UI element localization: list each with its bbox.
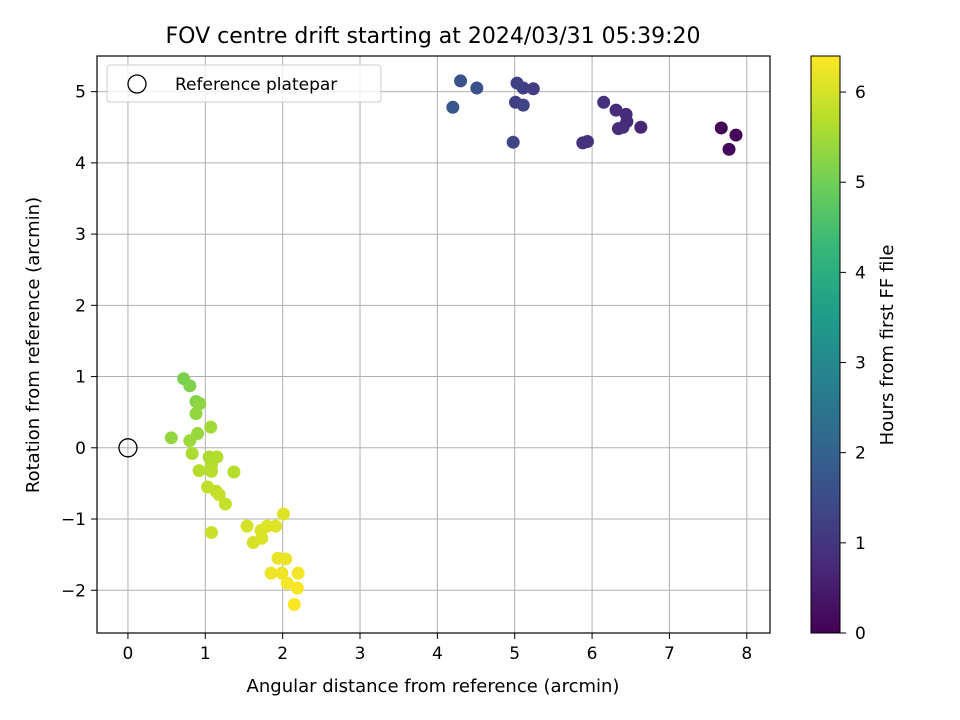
data-point (264, 566, 278, 580)
data-point (164, 431, 178, 445)
data-point (290, 581, 304, 595)
data-point (470, 81, 484, 95)
data-point (287, 598, 301, 612)
y-tick-label: 3 (75, 225, 86, 245)
colorbar-tick-label: 5 (855, 173, 866, 193)
data-point (183, 434, 197, 448)
data-point (609, 103, 623, 117)
data-point (722, 142, 736, 156)
data-points (164, 74, 743, 612)
x-axis-label: Angular distance from reference (arcmin) (247, 676, 620, 697)
colorbar (810, 55, 841, 634)
data-point (240, 519, 254, 533)
y-tick-label: 2 (75, 296, 86, 316)
data-point (634, 120, 648, 134)
data-point (227, 465, 241, 479)
plot-frame (96, 55, 771, 634)
data-point (275, 566, 289, 580)
data-point (454, 74, 468, 88)
data-point (506, 135, 520, 149)
grid (97, 56, 770, 633)
x-tick-label: 0 (123, 644, 134, 664)
data-point (269, 519, 283, 533)
data-point (212, 488, 226, 502)
data-point (189, 407, 203, 421)
data-point (255, 531, 269, 545)
data-point (279, 552, 293, 566)
data-point (193, 397, 207, 411)
legend-box (106, 64, 382, 103)
data-point (611, 122, 625, 136)
y-tick-label: −1 (61, 510, 86, 530)
x-tick-label: 5 (509, 644, 520, 664)
legend-entry-reference: Reference platepar (175, 75, 337, 95)
colorbar-ticks: 0 1 2 3 4 5 6 (840, 83, 866, 644)
colorbar-tick-label: 2 (855, 444, 866, 464)
colorbar-tick-label: 6 (855, 83, 866, 103)
x-tick-label: 3 (355, 644, 366, 664)
y-tick-label: 1 (75, 368, 86, 388)
data-point (204, 464, 218, 478)
data-point (185, 446, 199, 460)
data-point (446, 100, 460, 114)
x-axis-ticks: 0 1 2 3 4 5 6 7 8 (123, 633, 752, 664)
colorbar-label: Hours from first FF file (877, 245, 898, 446)
y-tick-label: 0 (75, 439, 86, 459)
data-point (280, 576, 294, 590)
x-tick-label: 7 (664, 644, 675, 664)
data-point (714, 121, 728, 135)
colorbar-tick-label: 1 (855, 534, 866, 554)
data-point (576, 136, 590, 150)
data-point (597, 95, 611, 109)
y-tick-label: −2 (61, 581, 86, 601)
legend-marker-icon (127, 74, 147, 94)
legend: Reference platepar (106, 64, 382, 103)
chart-title: FOV centre drift starting at 2024/03/31 … (166, 24, 701, 49)
data-point (729, 128, 743, 142)
y-tick-label: 5 (75, 83, 86, 103)
data-point (276, 507, 290, 521)
x-tick-label: 4 (432, 644, 443, 664)
data-point (526, 82, 540, 96)
y-axis-label: Rotation from reference (arcmin) (23, 197, 44, 493)
data-point (204, 526, 218, 540)
data-point (291, 566, 305, 580)
y-axis-ticks: −2 −1 0 1 2 3 4 5 (61, 83, 97, 601)
y-tick-label: 4 (75, 154, 86, 174)
data-point (516, 98, 530, 112)
data-point (510, 76, 524, 90)
x-tick-label: 2 (277, 644, 288, 664)
colorbar-tick-label: 4 (855, 263, 866, 283)
x-tick-label: 1 (200, 644, 211, 664)
reference-platepar-marker (118, 438, 138, 458)
data-point (183, 379, 197, 393)
colorbar-tick-label: 0 (855, 624, 866, 644)
data-point (204, 420, 218, 434)
data-point (218, 497, 232, 511)
data-point (192, 464, 206, 478)
colorbar-tick-label: 3 (855, 354, 866, 374)
x-tick-label: 6 (587, 644, 598, 664)
x-tick-label: 8 (741, 644, 752, 664)
